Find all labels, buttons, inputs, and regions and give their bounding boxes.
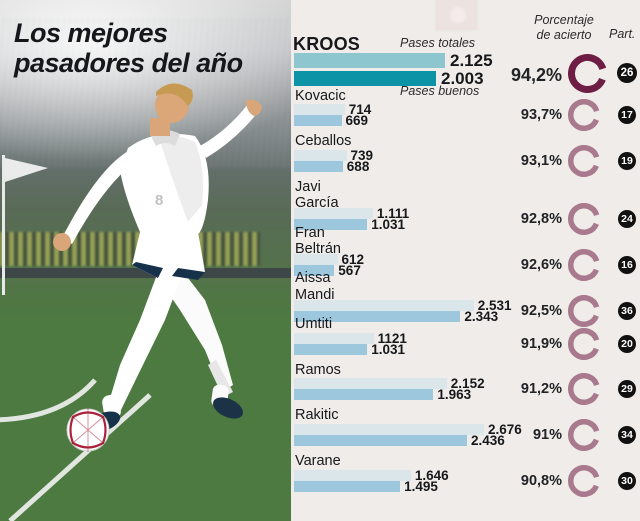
svg-text:8: 8 [155, 192, 163, 209]
